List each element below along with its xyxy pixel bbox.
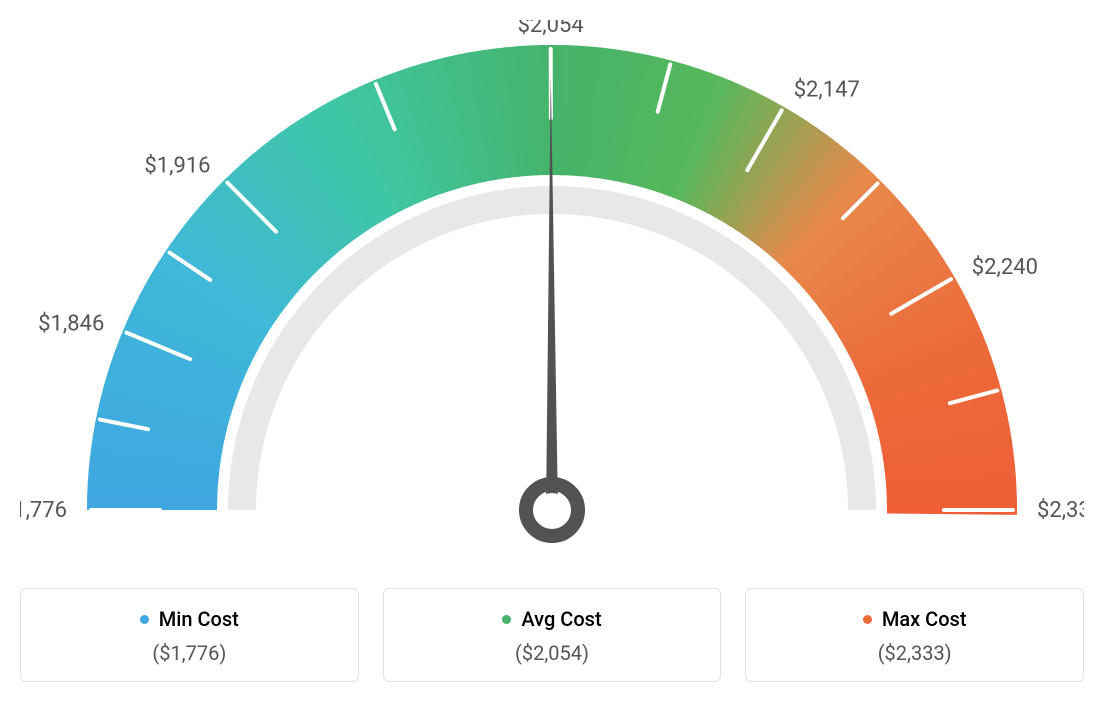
gauge-svg: $1,776 $1,846 $1,916 $2,054 $2,147 $2,240 $2,3…: [20, 20, 1084, 560]
legend-title-min: Min Cost: [140, 607, 239, 631]
legend-card-avg: Avg Cost ($2,054): [383, 588, 722, 682]
legend-value: ($2,054): [394, 641, 711, 665]
needle-hub-inner: [535, 493, 569, 527]
tick-label: $2,054: [518, 20, 584, 38]
dot-icon: [140, 615, 149, 624]
legend-title-avg: Avg Cost: [502, 607, 601, 631]
tick-label: $2,240: [972, 255, 1038, 280]
tick-label: $1,846: [38, 311, 104, 336]
tick-label: $2,147: [794, 78, 860, 103]
legend-title-max: Max Cost: [863, 607, 967, 631]
legend-label: Min Cost: [159, 607, 239, 631]
dot-icon: [863, 615, 872, 624]
tick-label: $1,776: [20, 498, 67, 523]
legend-row: Min Cost ($1,776) Avg Cost ($2,054) Max …: [20, 588, 1084, 682]
dot-icon: [502, 615, 511, 624]
tick-label: $1,916: [144, 154, 210, 179]
tick-label: $2,333: [1037, 498, 1084, 523]
cost-gauge-chart: $1,776 $1,846 $1,916 $2,054 $2,147 $2,240 $2,3…: [20, 20, 1084, 682]
legend-card-min: Min Cost ($1,776): [20, 588, 359, 682]
legend-label: Avg Cost: [521, 607, 601, 631]
legend-value: ($1,776): [31, 641, 348, 665]
legend-card-max: Max Cost ($2,333): [745, 588, 1084, 682]
legend-value: ($2,333): [756, 641, 1073, 665]
legend-label: Max Cost: [882, 607, 967, 631]
